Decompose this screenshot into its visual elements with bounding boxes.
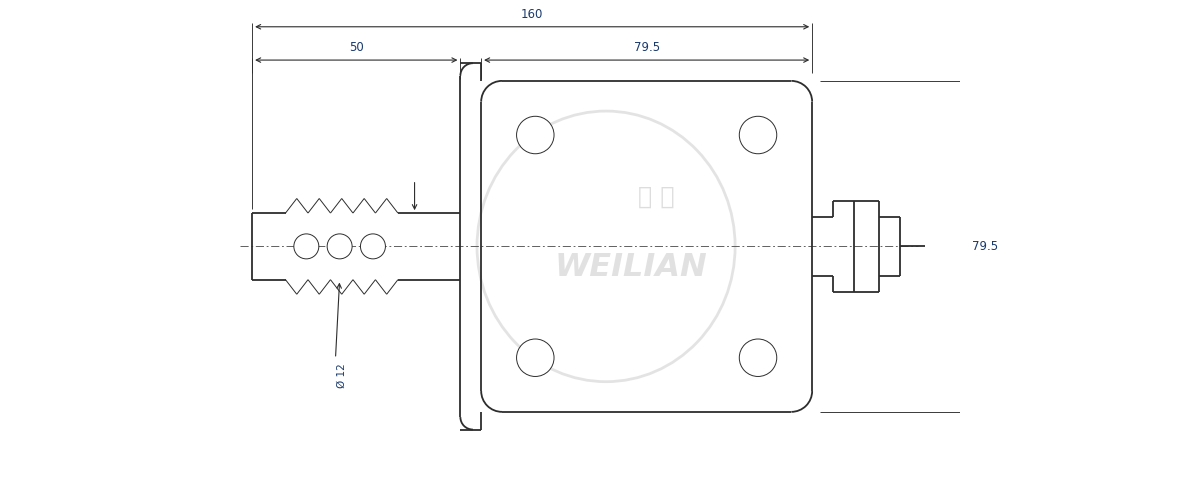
Text: 50: 50 (349, 41, 363, 54)
Text: 雑 连: 雑 连 (638, 184, 674, 209)
Text: 160: 160 (521, 7, 543, 21)
Circle shape (739, 116, 777, 154)
Circle shape (517, 339, 554, 376)
Circle shape (328, 234, 353, 259)
Text: Ø 12: Ø 12 (337, 363, 347, 388)
Text: WEILIAN: WEILIAN (555, 252, 707, 283)
Text: 79.5: 79.5 (972, 240, 998, 253)
Circle shape (517, 116, 554, 154)
Circle shape (361, 234, 386, 259)
Text: 79.5: 79.5 (634, 41, 660, 54)
Circle shape (739, 339, 777, 376)
Circle shape (293, 234, 319, 259)
